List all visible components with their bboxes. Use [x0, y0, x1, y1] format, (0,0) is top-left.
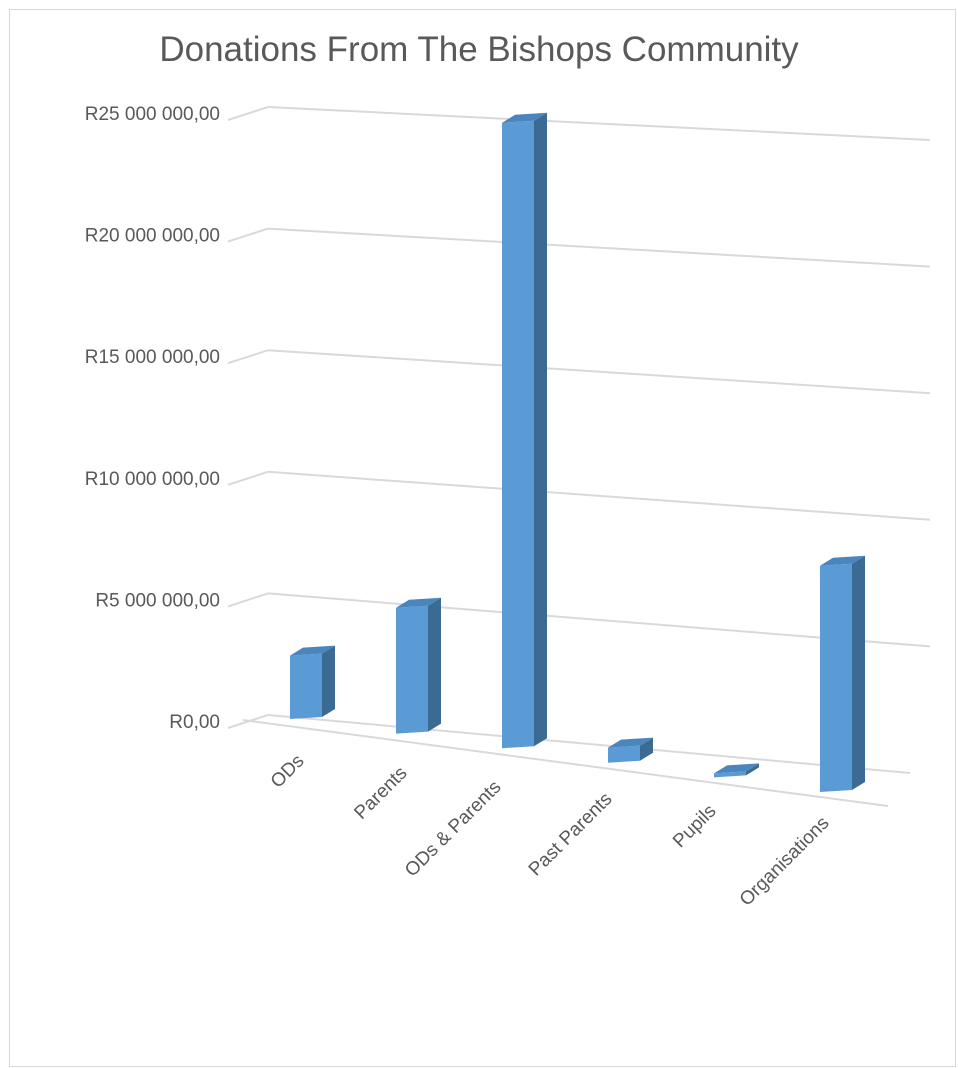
bar: [820, 555, 865, 792]
gridline: [267, 592, 931, 648]
x-category-label: Parents: [350, 763, 411, 824]
bar-front: [608, 745, 640, 763]
bar-side: [322, 645, 335, 717]
bar-top: [820, 555, 865, 566]
bar-top: [714, 763, 759, 774]
bar-side: [428, 597, 441, 732]
gridline: [267, 227, 931, 268]
bar-side: [534, 112, 547, 747]
x-category-label: Organisations: [736, 813, 834, 911]
y-tick-label: R20 000 000,00: [85, 226, 220, 247]
gridline-stub: [227, 106, 269, 121]
gridline-stub: [227, 349, 269, 365]
y-tick-label: R5 000 000,00: [95, 590, 220, 611]
x-category-label: Past Parents: [525, 789, 617, 881]
bar: [608, 737, 653, 763]
gridline: [267, 349, 931, 395]
x-category-label: ODs & Parents: [401, 777, 505, 881]
y-axis-ticks: R0,00 R5 000 000,00 R10 000 000,00 R15 000 …: [85, 104, 220, 733]
gridline: [267, 470, 931, 521]
bar-top: [502, 112, 547, 123]
y-tick-label: R10 000 000,00: [85, 469, 220, 490]
floor-edge: [242, 719, 889, 807]
gridlines: [227, 106, 931, 807]
bar: [502, 112, 547, 749]
bar-front: [820, 563, 852, 792]
x-category-label: Pupils: [669, 801, 720, 852]
bar-front: [502, 120, 534, 749]
bar: [714, 763, 759, 778]
gridline-stub: [227, 592, 269, 608]
bar-top: [290, 645, 335, 656]
bar-side: [640, 737, 653, 761]
gridline-stub: [227, 227, 269, 243]
gridline: [267, 714, 911, 774]
bar-front: [396, 605, 428, 734]
bar-side: [852, 555, 865, 790]
chart-frame: [9, 9, 956, 1067]
y-tick-label: R15 000 000,00: [85, 347, 220, 368]
bar: [396, 597, 441, 734]
y-tick-label: R25 000 000,00: [85, 104, 220, 125]
x-category-label: ODs: [267, 751, 309, 793]
y-tick-label: R0,00: [169, 712, 220, 733]
gridline: [267, 106, 931, 141]
bar-side: [746, 763, 759, 776]
chart-title: Donations From The Bishops Community: [159, 30, 799, 69]
gridline-stub: [227, 470, 269, 486]
bar-front: [290, 653, 322, 719]
bars: [290, 112, 865, 792]
bar: [290, 645, 335, 719]
bar-top: [608, 737, 653, 748]
bar-top: [396, 597, 441, 608]
